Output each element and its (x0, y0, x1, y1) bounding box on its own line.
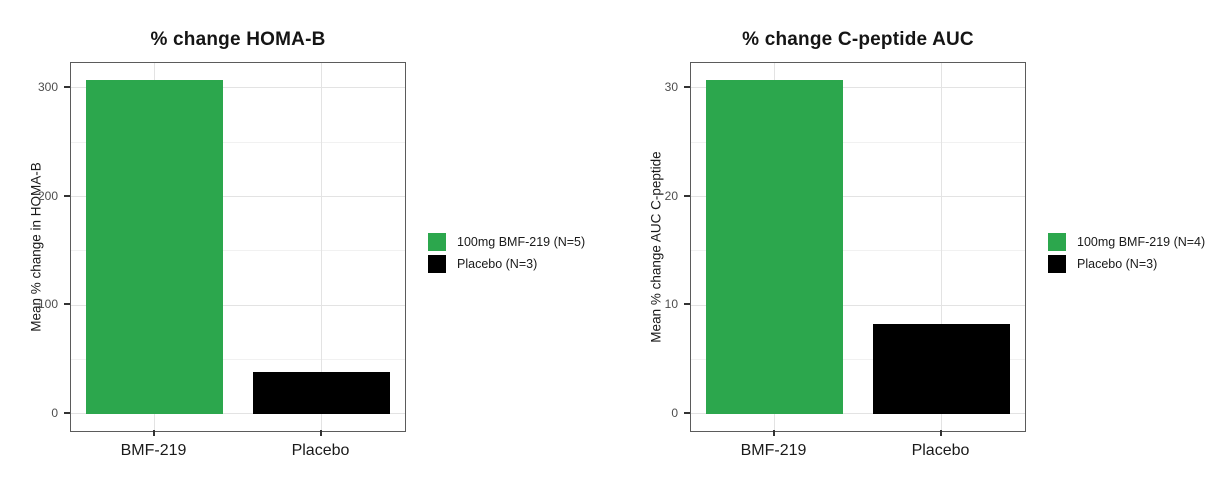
legend-item: Placebo (N=3) (1048, 255, 1205, 273)
y-tick-label: 0 (51, 405, 58, 420)
y-tick-mark (684, 85, 690, 88)
legend-key-swatch (428, 255, 446, 273)
legend-item-label: 100mg BMF-219 (N=5) (457, 235, 586, 249)
legend-key-swatch (428, 233, 446, 251)
y-tick-label: 300 (37, 79, 58, 94)
gridline-major-h (691, 413, 1025, 415)
y-axis-title: Mean % change AUC C-peptide (648, 151, 664, 343)
gridline-minor-h (71, 141, 405, 143)
gridline-major-h (71, 87, 405, 89)
legend-key-swatch (1048, 255, 1066, 273)
legend-item-label: 100mg BMF-219 (N=4) (1077, 235, 1206, 249)
y-tick-label: 20 (664, 188, 678, 203)
bar-placebo (252, 372, 391, 414)
legend: 100mg BMF-219 (N=5) Placebo (N=3) (428, 233, 585, 273)
y-tick-mark (64, 411, 70, 414)
chart-title: % change C-peptide AUC (742, 28, 974, 50)
y-tick-mark (64, 194, 70, 197)
legend-item-label: Placebo (N=3) (1077, 257, 1158, 271)
x-tick-label: BMF-219 (740, 442, 807, 459)
y-tick-label: 30 (664, 79, 678, 94)
plot-panel (70, 62, 406, 432)
y-tick-label: 10 (664, 297, 678, 312)
y-tick-mark (684, 303, 690, 306)
gridline-major-h (691, 87, 1025, 89)
legend-item: 100mg BMF-219 (N=4) (1048, 233, 1205, 251)
x-tick-mark (319, 430, 322, 436)
legend-item: 100mg BMF-219 (N=5) (428, 233, 585, 251)
x-tick-label: Placebo (291, 442, 350, 459)
y-tick-mark (64, 303, 70, 306)
y-tick-label: 100 (37, 297, 58, 312)
gridline-minor-h (691, 141, 1025, 143)
bar-placebo (872, 323, 1011, 414)
gridline-major-v (774, 63, 775, 431)
plot-panel (690, 62, 1026, 432)
gridline-major-h (691, 196, 1025, 198)
x-tick-mark (772, 430, 775, 436)
gridline-minor-h (71, 250, 405, 252)
y-tick-mark (684, 411, 690, 414)
gridline-major-h (71, 196, 405, 198)
y-axis-title: Mean % change in HOMA-B (28, 162, 44, 332)
x-tick-label: BMF-219 (120, 442, 187, 459)
gridline-major-h (71, 413, 405, 415)
bar-bmf-219 (85, 80, 224, 414)
bar-bmf-219 (705, 80, 844, 414)
legend-item-label: Placebo (N=3) (457, 257, 538, 271)
gridline-major-v (154, 63, 155, 431)
gridline-major-h (691, 304, 1025, 306)
x-tick-mark (152, 430, 155, 436)
gridline-minor-h (691, 358, 1025, 360)
y-tick-mark (684, 194, 690, 197)
y-tick-label: 200 (37, 188, 58, 203)
gridline-major-v (321, 63, 322, 431)
y-tick-mark (64, 85, 70, 88)
x-tick-label: Placebo (911, 442, 970, 459)
gridline-minor-h (691, 250, 1025, 252)
chart-title: % change HOMA-B (150, 28, 326, 50)
x-tick-mark (939, 430, 942, 436)
y-tick-label: 0 (671, 405, 678, 420)
legend-key-swatch (1048, 233, 1066, 251)
legend: 100mg BMF-219 (N=4) Placebo (N=3) (1048, 233, 1205, 273)
gridline-minor-h (71, 358, 405, 360)
gridline-major-h (71, 304, 405, 306)
gridline-major-v (941, 63, 942, 431)
legend-item: Placebo (N=3) (428, 255, 585, 273)
